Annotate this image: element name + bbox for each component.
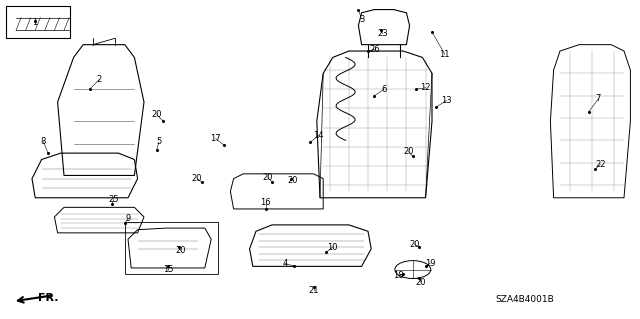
Text: 4: 4	[282, 259, 287, 268]
Text: 3: 3	[359, 15, 364, 24]
Text: 20: 20	[192, 174, 202, 183]
Text: 12: 12	[420, 83, 431, 92]
Text: 21: 21	[308, 286, 319, 295]
Text: 14: 14	[314, 131, 324, 140]
Text: 20: 20	[152, 110, 162, 119]
Text: 10: 10	[328, 243, 338, 252]
Text: 25: 25	[109, 195, 119, 204]
Text: 19: 19	[425, 259, 435, 268]
Text: 9: 9	[125, 214, 131, 223]
Text: 1: 1	[33, 18, 38, 27]
Text: 11: 11	[440, 50, 450, 59]
Text: 18: 18	[393, 271, 403, 280]
Text: 22: 22	[595, 160, 605, 169]
Text: 2: 2	[97, 75, 102, 84]
Text: 16: 16	[260, 198, 271, 207]
Text: 20: 20	[403, 147, 413, 156]
Text: 20: 20	[175, 246, 186, 255]
Text: FR.: FR.	[38, 293, 59, 303]
Text: 20: 20	[262, 173, 273, 182]
Text: 6: 6	[381, 85, 387, 94]
Text: 26: 26	[369, 45, 380, 54]
FancyBboxPatch shape	[6, 6, 70, 38]
Text: 8: 8	[41, 137, 46, 146]
Text: 13: 13	[442, 96, 452, 105]
Text: 5: 5	[156, 137, 161, 146]
Text: 17: 17	[211, 134, 221, 143]
Text: 15: 15	[163, 265, 173, 274]
Text: 20: 20	[410, 240, 420, 249]
Text: 20: 20	[416, 278, 426, 287]
Text: SZA4B4001B: SZA4B4001B	[495, 295, 554, 304]
Text: 20: 20	[288, 176, 298, 185]
Text: 7: 7	[596, 94, 601, 103]
Text: 23: 23	[378, 29, 388, 38]
